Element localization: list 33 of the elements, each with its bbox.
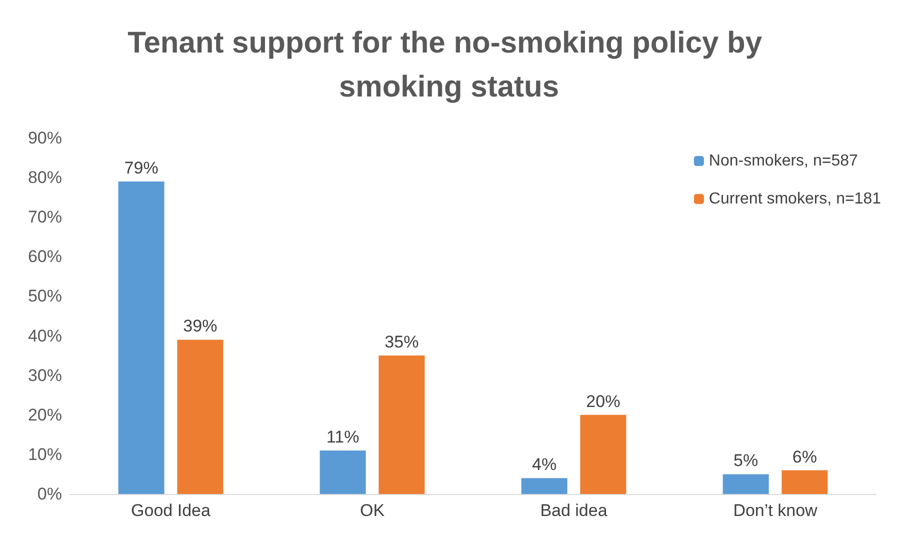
bar (722, 474, 769, 494)
bar (177, 340, 224, 494)
y-tick-label: 40% (28, 326, 62, 346)
bar (580, 414, 626, 494)
x-tick-label: Good Idea (131, 501, 211, 520)
bar (378, 356, 425, 494)
y-tick-label: 20% (28, 405, 62, 424)
bar (521, 478, 568, 494)
bar (320, 450, 366, 494)
x-tick-label: Bad idea (540, 501, 608, 520)
y-tick-label: 50% (28, 286, 62, 306)
data-label: 4% (532, 455, 557, 474)
data-label: 20% (586, 392, 620, 411)
y-tick-label: 60% (28, 247, 62, 266)
legend-label: Current smokers, n=181 (708, 190, 882, 208)
data-label: 35% (384, 332, 419, 352)
y-tick-label: 70% (28, 208, 62, 227)
y-tick-label: 30% (28, 366, 62, 385)
y-tick-label: 0% (37, 484, 62, 504)
data-label: 5% (734, 451, 758, 470)
y-tick-label: 10% (28, 444, 62, 464)
data-label: 79% (124, 158, 158, 178)
data-label: 11% (326, 427, 360, 446)
x-tick-label: OK (360, 501, 386, 520)
legend-label: Non-smokers, n=587 (708, 152, 858, 170)
chart-title: Tenant support for the no-smoking policy by smoking status (128, 26, 770, 104)
data-label: 6% (792, 447, 817, 466)
bar (118, 182, 164, 494)
data-label: 39% (183, 316, 218, 336)
y-tick-label: 80% (28, 168, 62, 188)
x-tick-label: Don’t know (733, 501, 818, 520)
bar (782, 470, 828, 494)
y-tick-label: 90% (28, 128, 62, 148)
